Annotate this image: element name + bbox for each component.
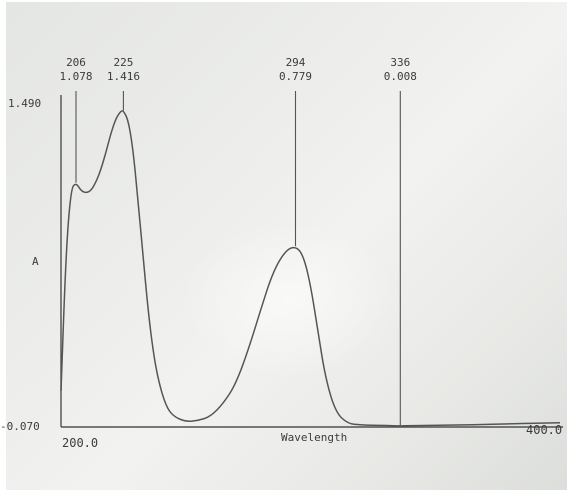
x-min-tick-label: 200.0: [62, 436, 98, 450]
peak-absorbance-label: 0.779: [279, 70, 312, 83]
spectrum-line: [60, 110, 561, 427]
x-axis-label: Wavelength: [281, 431, 347, 444]
peak-wavelength-label: 294: [286, 56, 306, 69]
peak-wavelength-label: 336: [390, 56, 410, 69]
light-glare: [180, 220, 400, 380]
y-max-tick-label: 1.490: [8, 97, 41, 110]
peak-wavelength-label: 225: [113, 56, 133, 69]
y-axis-label: A: [32, 255, 39, 268]
x-max-tick-label: 400.0: [526, 423, 562, 437]
peak-absorbance-label: 0.008: [384, 70, 417, 83]
y-min-tick-label: -0.070: [0, 420, 40, 433]
peak-absorbance-label: 1.078: [59, 70, 92, 83]
peak-wavelength-label: 206: [66, 56, 86, 69]
peak-absorbance-label: 1.416: [107, 70, 140, 83]
